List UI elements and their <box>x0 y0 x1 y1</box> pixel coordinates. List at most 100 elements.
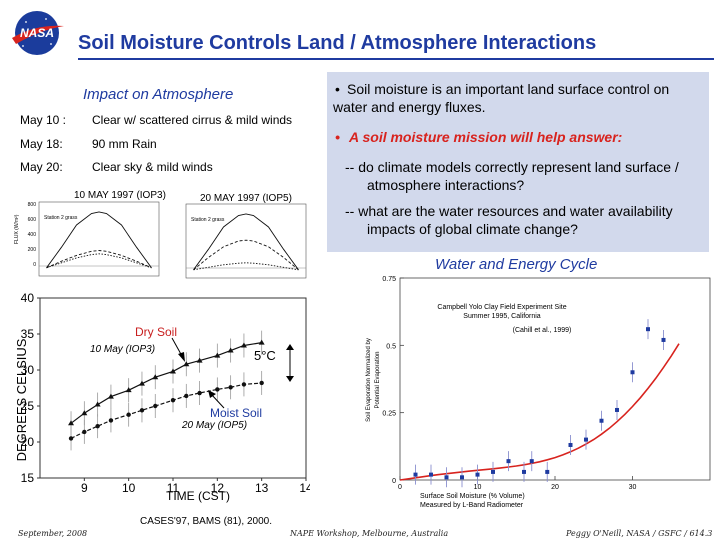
row-desc: Clear sky & mild winds <box>92 160 213 174</box>
temp-x-title: TIME (CST) <box>166 489 230 503</box>
evap-x-label-2: Measured by L-Band Radiometer <box>420 502 524 509</box>
nasa-logo-swoosh <box>12 25 64 44</box>
evap-point <box>413 472 418 477</box>
nasa-logo-text: NASA <box>20 26 54 40</box>
temp-y-tick-label: 15 <box>21 471 35 485</box>
temp-point <box>139 408 145 413</box>
temp-point <box>68 420 75 426</box>
temp-x-tick-label: 14 <box>299 481 310 495</box>
row-date: May 10 : <box>20 113 67 127</box>
temp-point <box>126 412 131 417</box>
flux-series-line <box>193 262 299 271</box>
temp-point <box>107 393 114 399</box>
evap-point <box>529 459 534 464</box>
info-question-1: -- do climate models correctly represent… <box>345 159 679 193</box>
svg-text:200: 200 <box>28 247 37 253</box>
evap-y-tick-label: 0 <box>392 478 396 485</box>
info-bullet-1: Soil moisture is an important land surfa… <box>333 81 670 115</box>
footer-author: Peggy O'Neill, NASA / GSFC / 614.3 <box>566 529 713 538</box>
evap-point <box>475 472 480 477</box>
temp-point <box>170 398 176 403</box>
evap-y-label-2: Potential Evaporation <box>375 351 381 408</box>
temp-point <box>82 429 87 435</box>
temp-point <box>94 401 101 407</box>
evap-x-tick-label: 0 <box>398 484 402 491</box>
temp-point <box>138 380 145 386</box>
flux-y-ticks: 800 600 400 200 0 <box>28 202 37 268</box>
evap-point <box>506 459 511 464</box>
flux-panel1-title: 10 MAY 1997 (IOP3) <box>74 190 166 201</box>
temp-y-tick-label: 20 <box>21 435 35 449</box>
diff-label: 5°C <box>254 348 276 363</box>
flux-series-line <box>46 250 152 269</box>
temp-y-tick-label: 35 <box>21 327 35 341</box>
flux-panel2-station: Station 2 grass <box>191 217 225 223</box>
bullet-dot-2: • <box>335 129 340 145</box>
evap-point <box>522 469 526 474</box>
evap-point <box>599 418 604 423</box>
evap-title-1: Campbell Yolo Clay Field Experiment Site <box>437 304 566 311</box>
footer-date: September, 2008 <box>18 529 88 538</box>
evap-point <box>630 370 635 375</box>
evap-x-label-1: Surface Soil Moisture (% Volume) <box>420 493 525 500</box>
bullet-dot-1: • <box>335 81 340 97</box>
svg-text:600: 600 <box>28 217 37 223</box>
slide-title: Soil Moisture Controls Land / Atmosphere… <box>78 32 597 54</box>
temp-x-tick-label: 12 <box>211 481 225 495</box>
temp-point <box>108 418 114 423</box>
evap-plot-frame <box>399 277 711 481</box>
svg-text:0: 0 <box>33 262 36 268</box>
temp-point <box>197 390 202 396</box>
moist-series-label: 20 May (IOP5) <box>181 420 247 431</box>
flux-series-line <box>46 211 152 269</box>
evap-point <box>615 407 619 412</box>
flux-panel1-frame <box>38 201 160 277</box>
evap-point <box>429 472 433 477</box>
evap-x-tick-label: 30 <box>629 484 637 491</box>
temp-x-tick-label: 9 <box>81 481 88 495</box>
temp-y-title: DEGREES CELSIUS <box>14 338 29 461</box>
impact-heading: Impact on Atmosphere <box>83 86 234 103</box>
temp-point <box>68 436 74 441</box>
flux-series-line <box>193 239 299 271</box>
evaporation-chart: Soil Evaporation Normalized by Potential… <box>366 276 711 509</box>
temp-point <box>184 393 189 399</box>
temp-point <box>95 423 100 429</box>
temp-point <box>153 403 158 409</box>
footer-workshop: NAPE Workshop, Melbourne, Australia <box>290 529 449 538</box>
temp-point <box>125 387 132 393</box>
temp-point <box>215 387 220 392</box>
evap-title-3: (Cahill et al., 1999) <box>513 327 572 334</box>
temp-series-line <box>70 382 262 439</box>
temp-y-tick-label: 25 <box>21 399 35 413</box>
temp-point <box>152 374 159 380</box>
evap-point <box>646 327 650 332</box>
evap-title-2: Summer 1995, California <box>463 313 541 320</box>
moist-soil-label: Moist Soil <box>210 406 262 420</box>
nasa-logo: NASA <box>12 11 64 55</box>
evap-x-tick-label: 10 <box>474 484 482 491</box>
temp-point <box>240 342 247 348</box>
info-bullet-2: A soil moisture mission will help answer… <box>349 129 623 145</box>
row-desc: Clear w/ scattered cirrus & mild winds <box>92 113 293 127</box>
svg-text:800: 800 <box>28 202 37 208</box>
info-question-2: -- what are the water resources and wate… <box>345 203 673 237</box>
row-desc: 90 mm Rain <box>92 137 157 151</box>
temp-point <box>241 382 247 387</box>
flux-y-label: FLUX (W/m²) <box>14 214 20 244</box>
temp-point <box>258 339 265 345</box>
temp-point <box>196 357 203 363</box>
flux-panel2-frame <box>185 203 307 279</box>
title-underline <box>78 58 714 60</box>
row-date: May 18: <box>20 137 63 151</box>
dry-series-label: 10 May (IOP3) <box>90 344 155 355</box>
temp-x-tick-label: 13 <box>255 481 269 495</box>
flux-charts: FLUX (W/m²) 800 600 400 200 0 10 MAY 199… <box>14 190 307 279</box>
evap-point <box>545 469 550 474</box>
evap-y-label-1: Soil Evaporation Normalized by <box>366 338 372 422</box>
evap-point <box>460 475 464 480</box>
info-box: • Soil moisture is an important land sur… <box>327 72 709 252</box>
svg-text:400: 400 <box>28 232 37 238</box>
flux-panel1-station: Station 2 grass <box>44 215 78 221</box>
wec-heading: Water and Energy Cycle <box>435 256 598 273</box>
